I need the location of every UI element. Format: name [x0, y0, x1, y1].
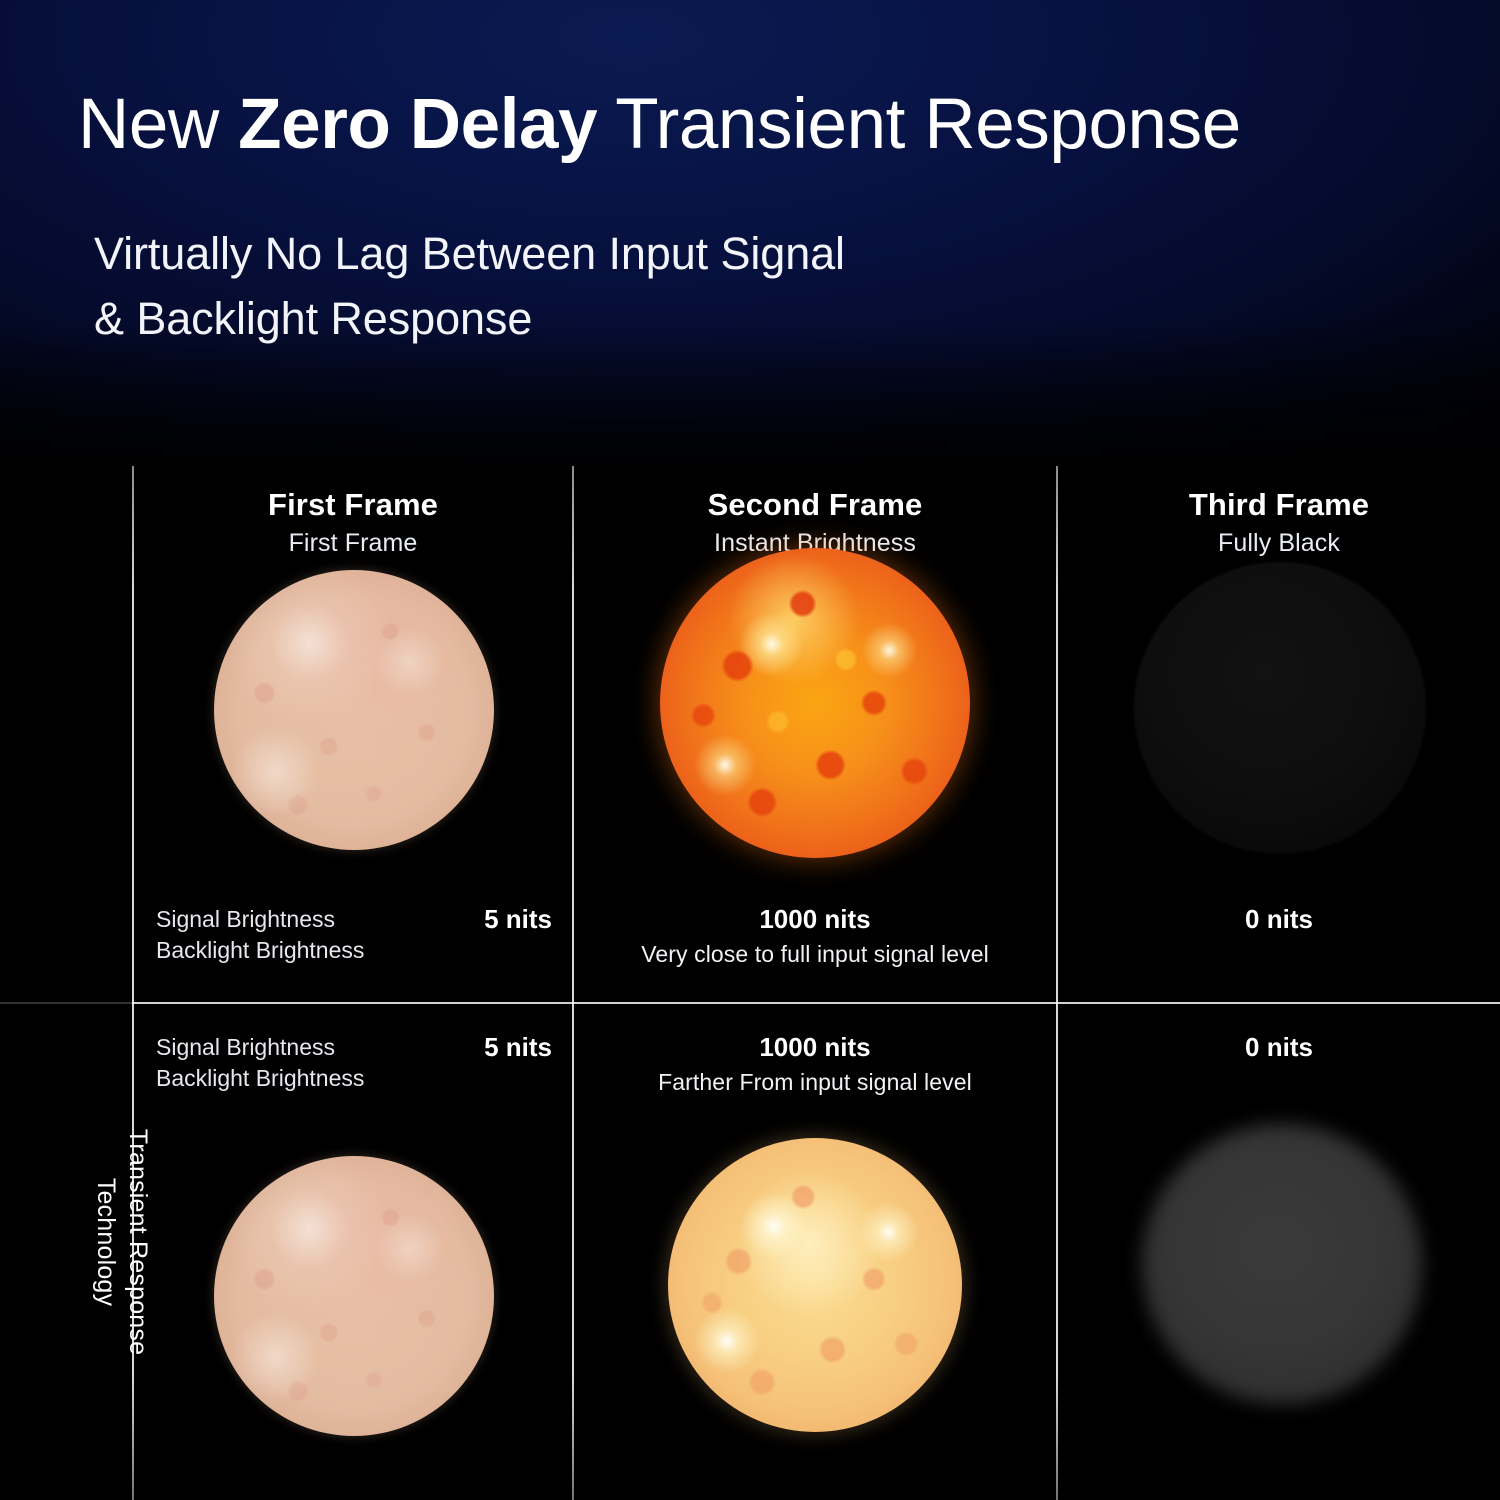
nits-note: Farther From input signal level [658, 1069, 972, 1095]
sphere-black-sphere [1134, 562, 1426, 854]
readout-row1-third-frame: 0 nits [1058, 904, 1500, 935]
readout-row1-first-frame: Signal Brightness Backlight Brightness 5… [156, 904, 552, 966]
column-header-first-frame: First Frame First Frame [134, 487, 572, 559]
title-emphasis: Zero Delay [238, 85, 598, 164]
nits-value: 5 nits [484, 1032, 552, 1062]
nits-value: 1000 nits [759, 904, 871, 934]
column-title: First Frame [268, 487, 438, 522]
page-subtitle: Virtually No Lag Between Input Signal & … [94, 222, 845, 352]
nits-value: 0 nits [1245, 904, 1313, 934]
cell-row1-first-frame: Signal Brightness Backlight Brightness 5… [134, 466, 572, 1002]
cell-row2-second-frame: 1000 nits Farther From input signal leve… [574, 1004, 1056, 1500]
grid-divider-vertical-2 [572, 466, 574, 1500]
row-label-line-2: Technology [92, 1177, 120, 1307]
page-title: New Zero Delay Transient Response [78, 85, 1241, 164]
header-banner: New Zero Delay Transient Response Virtua… [0, 0, 1500, 470]
column-header-third-frame: Third Frame Fully Black [1058, 487, 1500, 559]
nits-note: Very close to full input signal level [641, 941, 989, 967]
signal-brightness-label: Signal Brightness [156, 1034, 335, 1060]
backlight-brightness-label: Backlight Brightness [156, 1065, 365, 1092]
backlight-brightness-label: Backlight Brightness [156, 937, 365, 964]
readout-row2-third-frame: 0 nits [1058, 1032, 1500, 1063]
subtitle-line-1: Virtually No Lag Between Input Signal [94, 228, 845, 279]
nits-value: 1000 nits [759, 1032, 871, 1062]
sphere-grey-glow-sphere [1142, 1124, 1422, 1404]
column-subtitle: Fully Black [1218, 528, 1340, 557]
nits-value: 5 nits [484, 904, 552, 934]
title-prefix: New [78, 85, 239, 164]
cell-row2-third-frame: 0 nits [1058, 1004, 1500, 1500]
readout-row2-first-frame: Signal Brightness Backlight Brightness 5… [156, 1032, 552, 1094]
grid-divider-horizontal-left [0, 1002, 132, 1004]
column-header-second-frame: Second Frame Instant Brightness [574, 487, 1056, 559]
signal-brightness-label: Signal Brightness [156, 906, 335, 932]
sphere-pale-peach-sun [214, 570, 494, 850]
sphere-blazing-orange-sun [660, 548, 970, 858]
column-title: Third Frame [1188, 487, 1370, 522]
comparison-grid: First Frame First Frame Second Frame Ins… [0, 466, 1500, 1500]
grid-divider-vertical-3 [1056, 466, 1058, 1500]
readout-row1-second-frame: 1000 nits Very close to full input signa… [574, 904, 1056, 968]
cell-row2-first-frame: Signal Brightness Backlight Brightness 5… [134, 1004, 572, 1500]
column-title: Second Frame [707, 487, 923, 522]
grid-divider-vertical-1 [132, 466, 134, 1500]
column-subtitle: First Frame [288, 528, 418, 557]
cell-row1-second-frame: 1000 nits Very close to full input signa… [574, 466, 1056, 1002]
sphere-pale-peach-sun [214, 1156, 494, 1436]
title-suffix: Transient Response [597, 85, 1241, 164]
cell-row1-third-frame: 0 nits [1058, 466, 1500, 1002]
header-gradient-fade [0, 320, 1500, 470]
sphere-washed-golden-sun [668, 1138, 962, 1432]
readout-row2-second-frame: 1000 nits Farther From input signal leve… [574, 1032, 1056, 1096]
grid-divider-horizontal [132, 1002, 1500, 1004]
nits-value: 0 nits [1245, 1032, 1313, 1062]
subtitle-line-2: & Backlight Response [94, 292, 533, 344]
